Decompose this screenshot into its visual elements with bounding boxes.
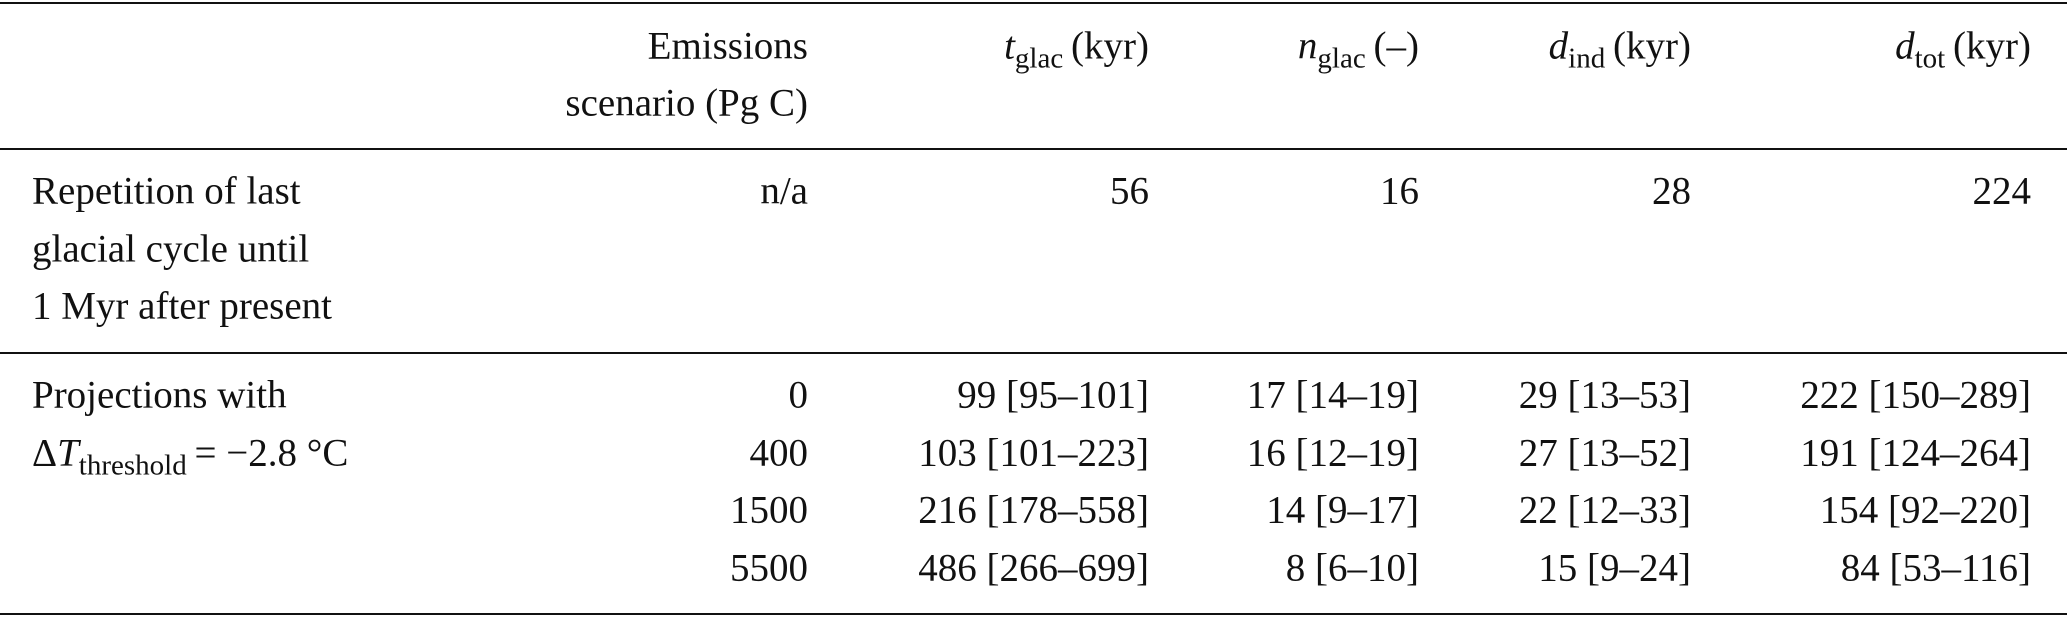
table-cell: 22 [12–33] bbox=[1518, 488, 1691, 532]
row-label: glacial cycle until bbox=[32, 227, 310, 270]
table-cell: 1500 bbox=[730, 488, 808, 532]
table-cell: n/a bbox=[760, 169, 808, 213]
unit: (kyr) bbox=[1071, 24, 1149, 68]
header-cell: scenario (Pg C) bbox=[565, 81, 808, 125]
unit: (–) bbox=[1373, 24, 1419, 68]
table-cell: 16 bbox=[1380, 169, 1419, 213]
unit: (kyr) bbox=[1613, 24, 1691, 68]
header-cell: dind (kyr) bbox=[1548, 24, 1691, 74]
bottom-rule bbox=[0, 613, 2067, 615]
subscript: threshold bbox=[78, 449, 187, 481]
subscript: glac bbox=[1317, 42, 1366, 75]
symbol: d bbox=[1895, 24, 1915, 68]
row-label: Projections with bbox=[32, 373, 287, 417]
row-label: 1 Myr after present bbox=[32, 284, 332, 328]
table-cell: 56 bbox=[1110, 169, 1149, 213]
symbol: d bbox=[1548, 24, 1569, 68]
header-cell: nglac (–) bbox=[1297, 24, 1419, 74]
symbol: T bbox=[57, 431, 79, 474]
group-rule bbox=[0, 352, 2067, 354]
table-cell: 14 [9–17] bbox=[1266, 488, 1419, 532]
table-cell: 486 [266–699] bbox=[918, 546, 1149, 589]
table-cell: 99 [95–101] bbox=[957, 373, 1149, 417]
table-cell: 29 [13–53] bbox=[1518, 373, 1691, 417]
table-cell: 400 bbox=[749, 431, 809, 474]
header-cell: tglac (kyr) bbox=[1004, 24, 1149, 74]
table-cell: 191 [124–264] bbox=[1800, 431, 2031, 474]
table-cell: 216 [178–558] bbox=[918, 488, 1149, 532]
symbol-prefix: Δ bbox=[32, 431, 58, 474]
table-cell: 8 [6–10] bbox=[1285, 546, 1419, 589]
row-label: Repetition of last bbox=[32, 169, 301, 213]
header-rule bbox=[0, 148, 2067, 150]
header-cell: Emissions bbox=[647, 24, 808, 68]
table-cell: 103 [101–223] bbox=[918, 431, 1149, 474]
top-rule bbox=[0, 2, 2067, 4]
table-cell: 154 [92–220] bbox=[1819, 488, 2031, 532]
header-cell: dtot (kyr) bbox=[1895, 24, 2031, 74]
table-cell: 224 bbox=[1972, 169, 2032, 213]
subscript: tot bbox=[1914, 42, 1946, 75]
table-cell: 0 bbox=[788, 373, 809, 417]
subscript: glac bbox=[1014, 42, 1064, 75]
row-label: ΔTthreshold = −2.8 °C bbox=[32, 431, 349, 480]
rest: = −2.8 °C bbox=[194, 431, 349, 474]
symbol: n bbox=[1297, 24, 1318, 68]
table-cell: 16 [12–19] bbox=[1246, 431, 1419, 474]
table-cell: 5500 bbox=[730, 546, 808, 589]
symbol: t bbox=[1004, 24, 1015, 68]
table-cell: 15 [9–24] bbox=[1538, 546, 1691, 589]
table-cell: 28 bbox=[1652, 169, 1691, 213]
subscript: ind bbox=[1568, 42, 1606, 75]
unit: (kyr) bbox=[1953, 24, 2031, 68]
table-cell: 27 [13–52] bbox=[1518, 431, 1691, 474]
table-cell: 17 [14–19] bbox=[1246, 373, 1419, 417]
table-cell: 84 [53–116] bbox=[1840, 546, 2031, 589]
table-cell: 222 [150–289] bbox=[1800, 373, 2031, 417]
